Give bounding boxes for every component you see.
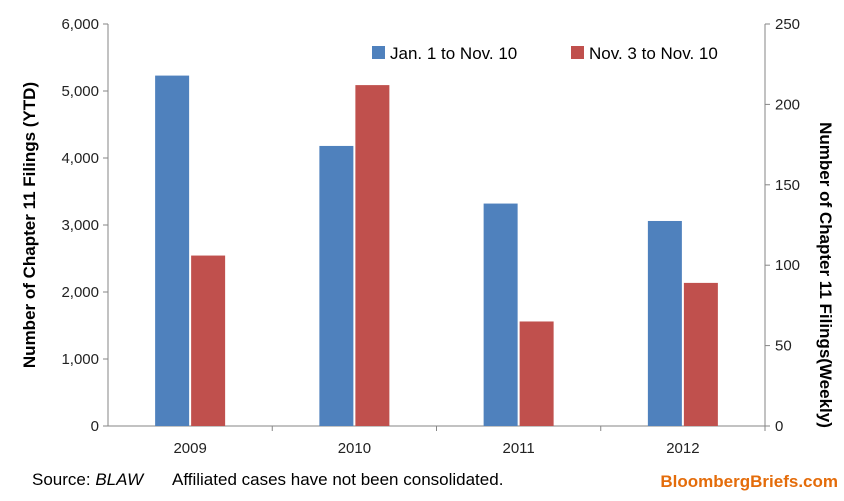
left-tick-label: 3,000 [61,217,99,234]
bar-weekly-2010 [355,85,390,426]
bar-weekly-2011 [519,321,554,426]
x-tick-label: 2009 [173,440,206,457]
x-tick-label: 2012 [666,440,699,457]
legend-label: Nov. 3 to Nov. 10 [589,44,718,63]
right-tick-label: 250 [775,16,800,33]
right-tick-label: 200 [775,96,800,113]
bar-ytd-2011 [483,203,518,426]
left-axis-title: Number of Chapter 11 Filings (YTD) [20,82,39,368]
plot-area [107,24,766,427]
right-tick-label: 50 [775,338,792,355]
source-name: BLAW [95,470,144,489]
bar-ytd-2009 [155,75,190,426]
source-prefix: Source: [32,470,96,489]
x-tick-label: 2011 [502,440,534,457]
left-axis: 0 1,000 2,000 3,000 4,000 5,000 6,000 [61,16,108,435]
brand-logo: BloombergBriefs.com [660,472,838,491]
right-tick-label: 150 [775,177,800,194]
left-tick-label: 0 [91,418,99,435]
legend-swatch [571,46,584,59]
footnote: Affiliated cases have not been consolida… [172,470,504,489]
left-tick-label: 4,000 [61,150,99,167]
source-label: Source: BLAW [32,470,143,490]
x-axis: 2009 2010 2011 2012 [173,426,766,457]
legend-label: Jan. 1 to Nov. 10 [390,44,517,63]
right-tick-label: 100 [775,257,800,274]
bar-ytd-2012 [647,220,682,426]
x-tick-label: 2010 [338,440,371,457]
right-axis: 0 50 100 150 200 250 [765,16,800,435]
left-tick-label: 1,000 [61,351,99,368]
right-axis-title: Number of Chapter 11 Filings(Weekly) [816,122,835,428]
left-tick-label: 6,000 [61,16,99,33]
left-tick-label: 2,000 [61,284,99,301]
legend-swatch [372,46,385,59]
bar-weekly-2012 [683,282,718,426]
chart: 0 1,000 2,000 3,000 4,000 5,000 6,000 0 50 100 15… [20,16,835,457]
bar-ytd-2010 [319,145,354,426]
left-tick-label: 5,000 [61,83,99,100]
legend: Jan. 1 to Nov. 10 Nov. 3 to Nov. 10 [372,44,718,63]
bar-weekly-2009 [191,255,226,426]
right-tick-label: 0 [775,418,783,435]
